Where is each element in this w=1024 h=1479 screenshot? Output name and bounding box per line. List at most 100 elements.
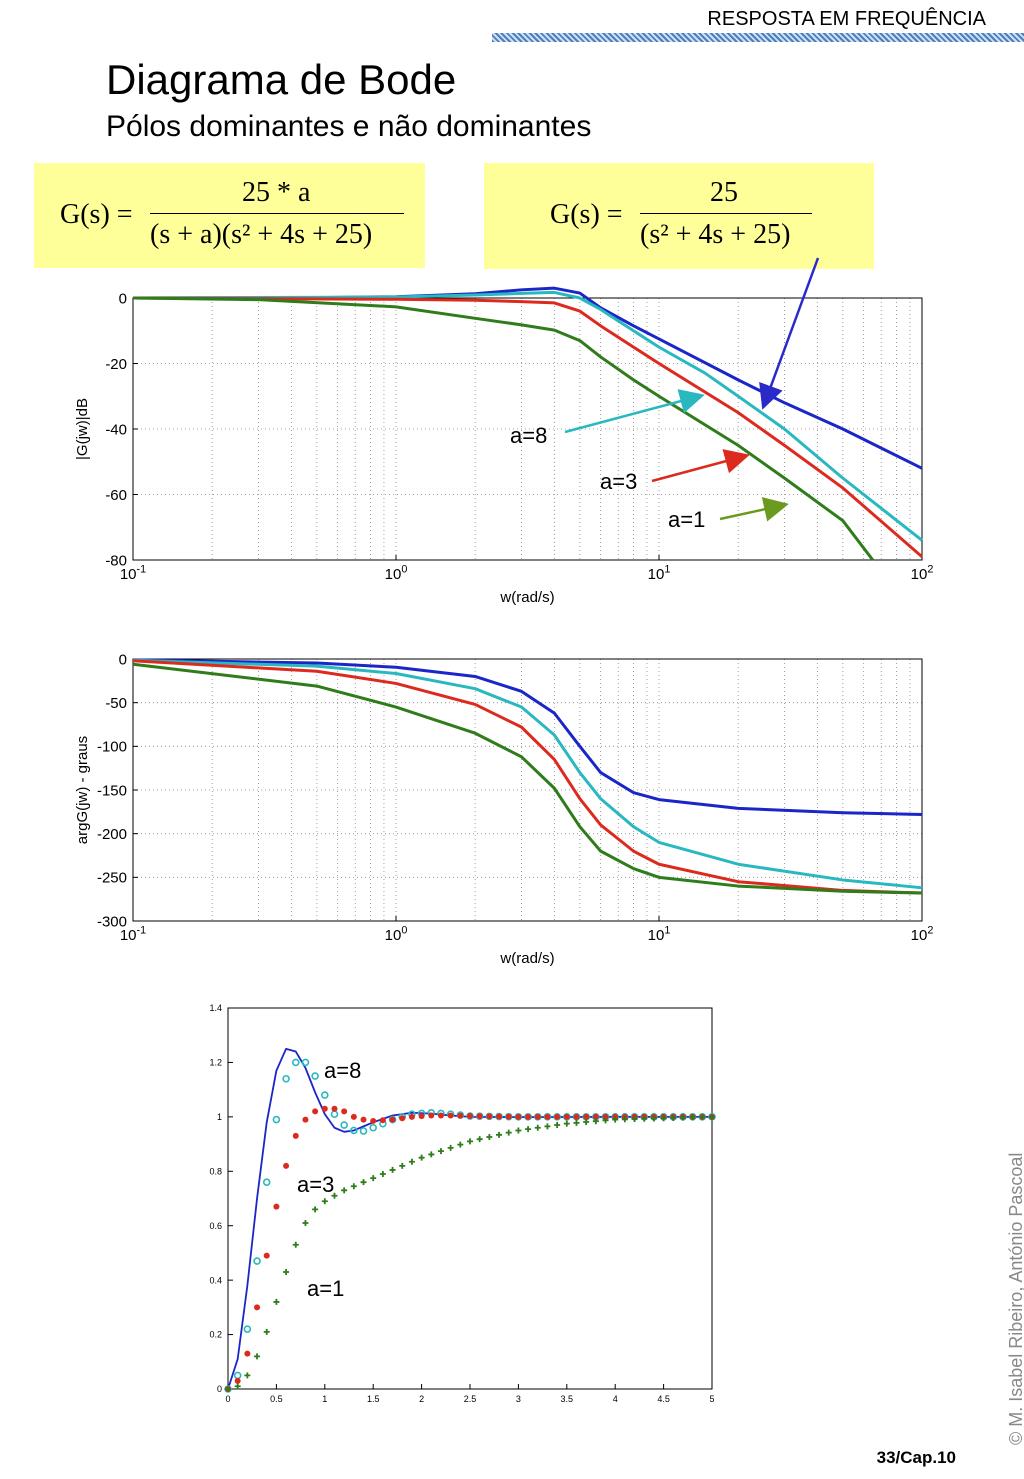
y-axis-label: |G(jw)|dB (74, 398, 91, 460)
series-red-point (273, 1203, 280, 1210)
label-a3-bode: a=3 (600, 469, 637, 494)
series-cyan-point (253, 1257, 261, 1265)
series-cyan-point (301, 1058, 310, 1067)
series-red-point (447, 1112, 454, 1119)
series-green-point (341, 1187, 348, 1194)
series-green-point (379, 1171, 386, 1178)
x-tick-label: 4 (613, 1394, 618, 1404)
series-green-point (660, 1115, 667, 1122)
formula-box-left: G(s) = 25 * a (s + a)(s² + 4s + 25) (34, 163, 425, 268)
formula-left-line (150, 213, 404, 214)
y-tick-label: -40 (105, 421, 127, 438)
series-green-point (515, 1127, 522, 1134)
series-green-point (709, 1113, 715, 1120)
series-green-point (331, 1192, 338, 1199)
series-cyan-point (340, 1121, 348, 1129)
y-tick-label: 0.8 (209, 1166, 222, 1176)
series-red-point (234, 1377, 241, 1384)
formula-left-lhs: G(s) = (60, 199, 133, 230)
series-green-point (679, 1114, 686, 1121)
series-green-point (505, 1129, 512, 1136)
y-tick-label: -250 (97, 870, 127, 887)
series-green-point (689, 1114, 696, 1121)
series-green-point (496, 1131, 503, 1138)
arrow-blue (759, 257, 820, 410)
series-red-point (583, 1113, 590, 1120)
y-tick-label: -60 (105, 487, 127, 504)
y-tick-label: 0.4 (209, 1275, 222, 1285)
series-red-point (534, 1113, 541, 1120)
y-tick-label: -150 (97, 782, 127, 799)
formula-right-denominator: (s² + 4s + 25) (640, 219, 791, 250)
series-red-point (457, 1112, 464, 1119)
series-red-line (132, 659, 923, 895)
series-red-point (350, 1113, 357, 1120)
series-green-point (457, 1141, 464, 1148)
y-tick-label: -80 (105, 552, 127, 569)
series-red-point (254, 1304, 261, 1311)
arrow-a8 (564, 389, 705, 434)
series-red-point (292, 1132, 299, 1139)
series-green-point (670, 1114, 677, 1121)
y-tick-label: -100 (97, 739, 127, 756)
series-cyan-point (369, 1123, 378, 1132)
y-tick-label: -50 (105, 695, 127, 712)
series-green-line (132, 662, 923, 895)
series-green-point (225, 1386, 231, 1392)
series-green-point (273, 1298, 280, 1305)
series-green-point (292, 1241, 299, 1248)
label-a8-step: a=8 (324, 1058, 361, 1083)
series-red-point (563, 1113, 570, 1120)
series-red-point (408, 1113, 415, 1120)
copyright: © M. Isabel Ribeiro, António Pascoal (1006, 1152, 1024, 1445)
x-tick-label: 2 (419, 1394, 424, 1404)
series-red-point (302, 1116, 309, 1123)
x-tick-label: 3.5 (561, 1394, 574, 1404)
series-red-point (486, 1113, 493, 1120)
series-green-point (234, 1383, 241, 1390)
series-green-point (321, 1198, 328, 1205)
series-red-point (496, 1113, 503, 1120)
series-green-line (132, 296, 874, 561)
series-cyan-point (291, 1058, 300, 1067)
y-tick-label: 1.4 (209, 1003, 222, 1013)
series-green-point (312, 1206, 319, 1213)
series-green-point (399, 1162, 406, 1169)
formula-right-lhs: G(s) = (550, 199, 623, 230)
y-tick-label: 1 (217, 1112, 222, 1122)
series-cyan-line (132, 290, 923, 542)
series-green-point (283, 1268, 290, 1275)
series-red-point (341, 1108, 348, 1115)
formula-right-line (640, 213, 812, 214)
series-green-point (573, 1119, 580, 1126)
series-green-point (467, 1138, 473, 1145)
header-bar (492, 33, 1024, 42)
series-red-point (360, 1116, 367, 1123)
series-green-point (254, 1353, 261, 1360)
series-cyan-point (262, 1178, 271, 1186)
page-subtitle: Pólos dominantes e não dominantes (106, 110, 592, 143)
series-cyan-point (243, 1325, 252, 1333)
series-red-point (370, 1117, 377, 1124)
label-a1-step: a=1 (307, 1276, 344, 1301)
arrow-a3 (651, 449, 750, 483)
series-cyan-point (350, 1126, 358, 1135)
series-red-point (379, 1117, 386, 1124)
series-red-point (321, 1105, 328, 1112)
y-axis-label: argG(jw) - graus (74, 736, 91, 844)
series-green-point (370, 1175, 377, 1182)
series-red-point (592, 1113, 599, 1120)
series-cyan-point (311, 1072, 319, 1080)
series-green-point (650, 1115, 657, 1122)
label-a1-bode: a=1 (668, 507, 705, 532)
series-green-point (641, 1115, 648, 1122)
series-red-point (544, 1113, 551, 1120)
y-tick-label: -300 (97, 913, 127, 930)
series-green-point (350, 1183, 357, 1190)
series-red-point (476, 1113, 483, 1120)
series-green-point (360, 1179, 367, 1186)
series-green-point (244, 1372, 251, 1379)
y-tick-label: 0.6 (209, 1221, 222, 1231)
series-green-point (486, 1134, 493, 1140)
